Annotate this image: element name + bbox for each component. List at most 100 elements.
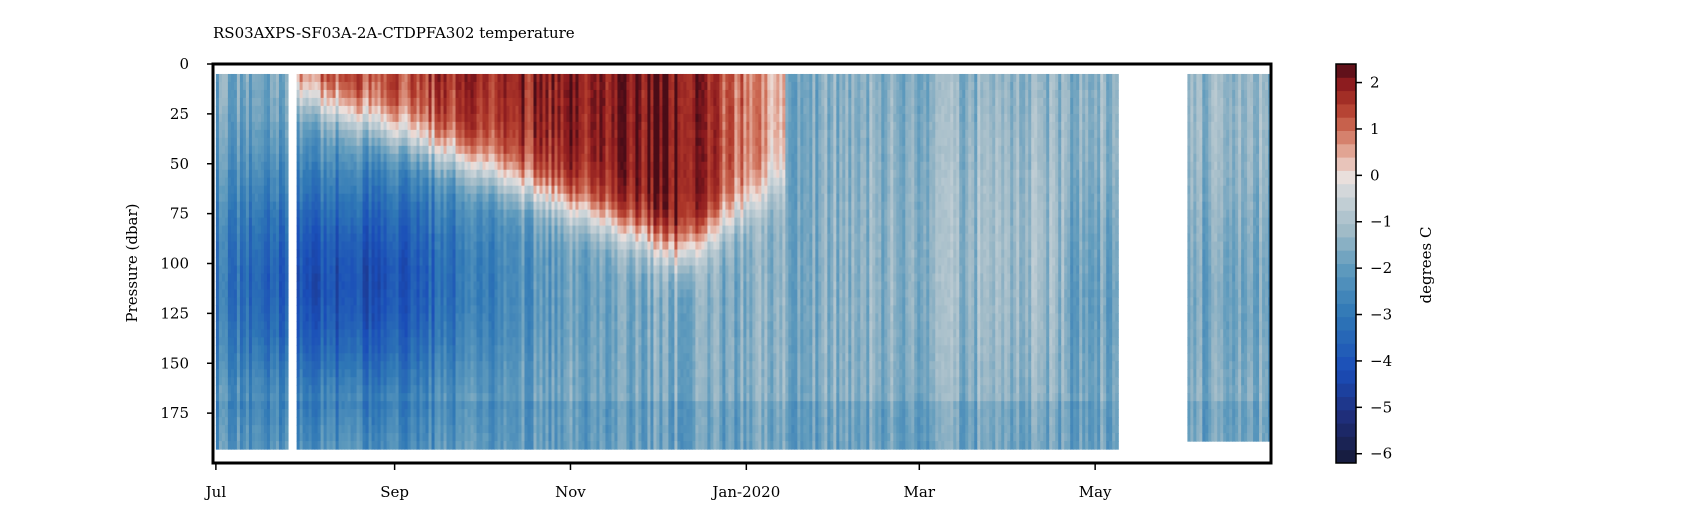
heatmap-cell — [299, 217, 304, 227]
heatmap-cell — [314, 169, 319, 179]
heatmap-cell — [356, 185, 361, 195]
heatmap-cell — [401, 441, 406, 450]
heatmap-cell — [383, 337, 388, 346]
heatmap-cell — [437, 281, 442, 291]
heatmap-cell — [269, 417, 274, 426]
heatmap-cell — [425, 337, 430, 346]
heatmap-cell — [404, 265, 409, 275]
heatmap-cell — [413, 313, 418, 322]
heatmap-cell — [359, 425, 364, 434]
heatmap-cell — [263, 89, 268, 99]
heatmap-cell — [368, 153, 373, 163]
heatmap-cell — [362, 401, 367, 410]
heatmap-cell — [395, 441, 400, 450]
heatmap-cell — [302, 145, 307, 155]
heatmap-cell — [302, 401, 307, 410]
heatmap-cell — [353, 409, 358, 418]
heatmap-cell — [350, 433, 355, 442]
heatmap-cell — [398, 353, 403, 362]
heatmap-cell — [239, 257, 244, 267]
heatmap-cell — [362, 161, 367, 171]
heatmap-cell — [323, 345, 328, 354]
heatmap-cell — [440, 257, 445, 267]
heatmap-cell — [221, 377, 226, 386]
heatmap-cell — [332, 361, 337, 370]
heatmap-cell — [326, 369, 331, 378]
heatmap-cell — [263, 113, 268, 123]
heatmap-cell — [425, 265, 430, 275]
heatmap-cell — [314, 425, 319, 434]
heatmap-cell — [422, 97, 427, 107]
heatmap-cell — [356, 425, 361, 434]
heatmap-cell — [284, 425, 289, 434]
heatmap-cell — [371, 409, 376, 418]
heatmap-cell — [374, 97, 379, 107]
heatmap-cell — [350, 129, 355, 139]
heatmap-cell — [377, 153, 382, 163]
heatmap-cell — [224, 233, 229, 243]
heatmap-cell — [317, 393, 322, 402]
heatmap-cell — [308, 433, 313, 442]
heatmap-cell — [257, 97, 262, 107]
heatmap-cell — [368, 81, 373, 91]
heatmap-cell — [434, 401, 439, 410]
heatmap-cell — [392, 193, 397, 203]
heatmap-cell — [311, 97, 316, 107]
heatmap-cell — [260, 265, 265, 275]
heatmap-cell — [275, 81, 280, 91]
heatmap-cell — [296, 145, 301, 155]
heatmap-cell — [224, 433, 229, 442]
heatmap-cell — [263, 337, 268, 346]
heatmap-cell — [320, 265, 325, 275]
heatmap-cell — [344, 185, 349, 195]
heatmap-cell — [257, 297, 262, 306]
heatmap-cell — [386, 105, 391, 115]
heatmap-cell — [398, 185, 403, 195]
heatmap-cell — [266, 289, 271, 299]
heatmap-cell — [413, 257, 418, 267]
heatmap-cell — [266, 321, 271, 330]
heatmap-cell — [437, 209, 442, 219]
heatmap-cell — [260, 233, 265, 243]
heatmap-cell — [431, 105, 436, 115]
heatmap-cell — [434, 257, 439, 267]
heatmap-cell — [410, 113, 415, 123]
heatmap-cell — [404, 201, 409, 211]
heatmap-cell — [356, 241, 361, 251]
heatmap-cell — [320, 305, 325, 314]
heatmap-cell — [254, 97, 259, 107]
heatmap-cell — [416, 297, 421, 306]
heatmap-cell — [305, 121, 310, 131]
heatmap-cell — [410, 89, 415, 99]
heatmap-cell — [368, 385, 373, 394]
heatmap-cell — [431, 313, 436, 322]
heatmap-cell — [263, 129, 268, 139]
heatmap-cell — [338, 185, 343, 195]
heatmap-cell — [281, 313, 286, 322]
heatmap-cell — [419, 409, 424, 418]
heatmap-cell — [362, 313, 367, 322]
heatmap-cell — [311, 193, 316, 203]
heatmap-cell — [389, 249, 394, 259]
heatmap-cell — [338, 97, 343, 107]
heatmap-cell — [221, 145, 226, 155]
heatmap-cell — [233, 153, 238, 163]
heatmap-cell — [296, 185, 301, 195]
heatmap-cell — [260, 337, 265, 346]
heatmap-cell — [275, 305, 280, 314]
heatmap-cell — [434, 433, 439, 442]
heatmap-cell — [344, 177, 349, 187]
heatmap-cell — [296, 377, 301, 386]
heatmap-cell — [398, 73, 403, 83]
heatmap-cell — [296, 289, 301, 299]
heatmap-cell — [242, 305, 247, 314]
heatmap-cell — [320, 217, 325, 227]
heatmap-cell — [326, 233, 331, 243]
heatmap-cell — [257, 209, 262, 219]
heatmap-cell — [275, 289, 280, 299]
heatmap-cell — [401, 169, 406, 179]
heatmap-cell — [272, 225, 277, 235]
heatmap-cell — [260, 153, 265, 163]
heatmap-cell — [299, 153, 304, 163]
heatmap-cell — [260, 73, 265, 83]
